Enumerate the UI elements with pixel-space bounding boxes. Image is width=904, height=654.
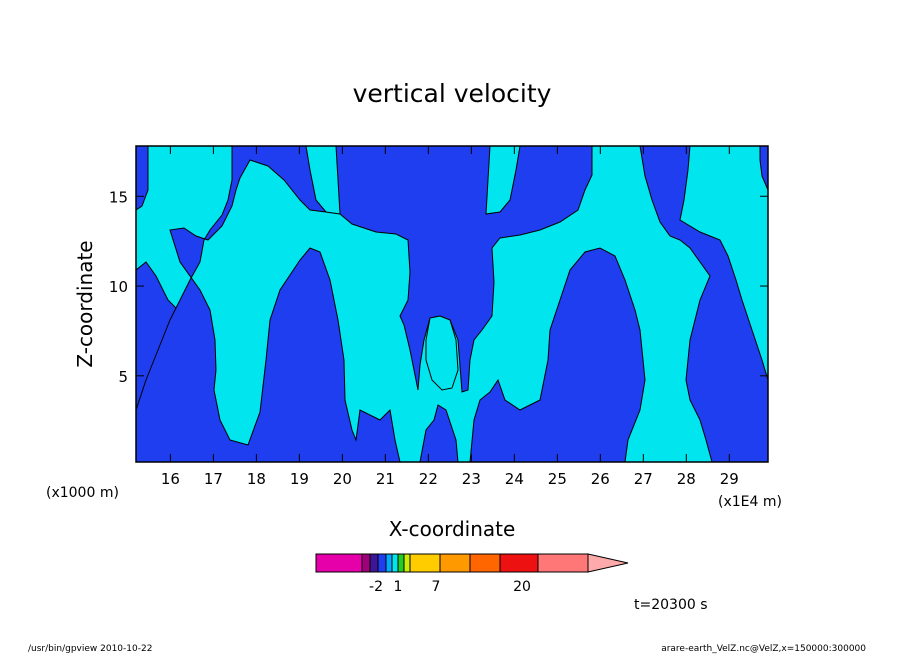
colorbar-segment	[439, 553, 471, 573]
x-tick-label: 23	[462, 470, 481, 488]
colorbar-tick-label: 7	[432, 579, 441, 595]
colorbar-segment	[537, 553, 589, 573]
colorbar-segment	[377, 553, 387, 573]
x-tick-label: 17	[204, 470, 223, 488]
colorbar-segment	[469, 553, 501, 573]
y-axis-label: Z-coordinate	[73, 240, 97, 367]
x-axis-ticks: 16 17 18 19 20 21 22 23 24 25 26 27 28 29	[161, 146, 739, 488]
x-unit-left-label: (x1000 m)	[46, 485, 119, 501]
x-axis-label: X-coordinate	[389, 517, 516, 541]
x-tick-label: 22	[419, 470, 438, 488]
x-tick-label: 25	[548, 470, 567, 488]
footer-right: arare-earth_VelZ.nc@VelZ,x=150000:300000	[661, 644, 866, 654]
y-tick-label: 5	[118, 368, 128, 386]
colorbar-segment	[361, 553, 371, 573]
x-tick-label: 16	[161, 470, 180, 488]
plot-area	[135, 145, 769, 463]
contour-region-center-lower	[469, 247, 646, 463]
colorbar-tick-labels: -2 1 7 20	[369, 579, 531, 595]
contour-region-right-upper	[639, 145, 769, 463]
colorbar	[315, 553, 629, 573]
colorbar-segment	[499, 553, 539, 573]
chart-title: vertical velocity	[353, 79, 552, 108]
x-tick-label: 21	[376, 470, 395, 488]
colorbar-segment	[403, 553, 411, 573]
x-unit-right-label: (x1E4 m)	[718, 494, 782, 510]
colorbar-segment	[397, 553, 405, 573]
x-tick-label: 28	[677, 470, 696, 488]
colorbar-tick-label: 20	[513, 579, 531, 595]
plot-frame	[135, 145, 769, 463]
colorbar-tick-label: -2	[369, 579, 383, 595]
x-tick-label: 27	[634, 470, 653, 488]
x-tick-label: 24	[505, 470, 524, 488]
x-tick-label: 19	[290, 470, 309, 488]
contour-island-center-left	[425, 315, 459, 391]
x-tick-label: 26	[591, 470, 610, 488]
y-tick-label: 15	[109, 188, 128, 206]
x-tick-label: 20	[333, 470, 352, 488]
colorbar-segment	[409, 553, 441, 573]
footer-left: /usr/bin/gpview 2010-10-22	[28, 644, 152, 654]
colorbar-segment	[385, 553, 393, 573]
colorbar-segment	[369, 553, 379, 573]
colorbar-extend-arrow	[587, 553, 629, 573]
y-tick-label: 10	[109, 278, 128, 296]
colorbar-segment	[315, 553, 363, 573]
x-tick-label: 29	[720, 470, 739, 488]
y-axis-ticks: 5 10 15	[109, 188, 768, 386]
x-tick-label: 18	[247, 470, 266, 488]
time-label: t=20300 s	[634, 597, 708, 613]
colorbar-segment	[391, 553, 399, 573]
contour-region-left-upper	[135, 145, 593, 463]
colorbar-tick-label: 1	[394, 579, 403, 595]
